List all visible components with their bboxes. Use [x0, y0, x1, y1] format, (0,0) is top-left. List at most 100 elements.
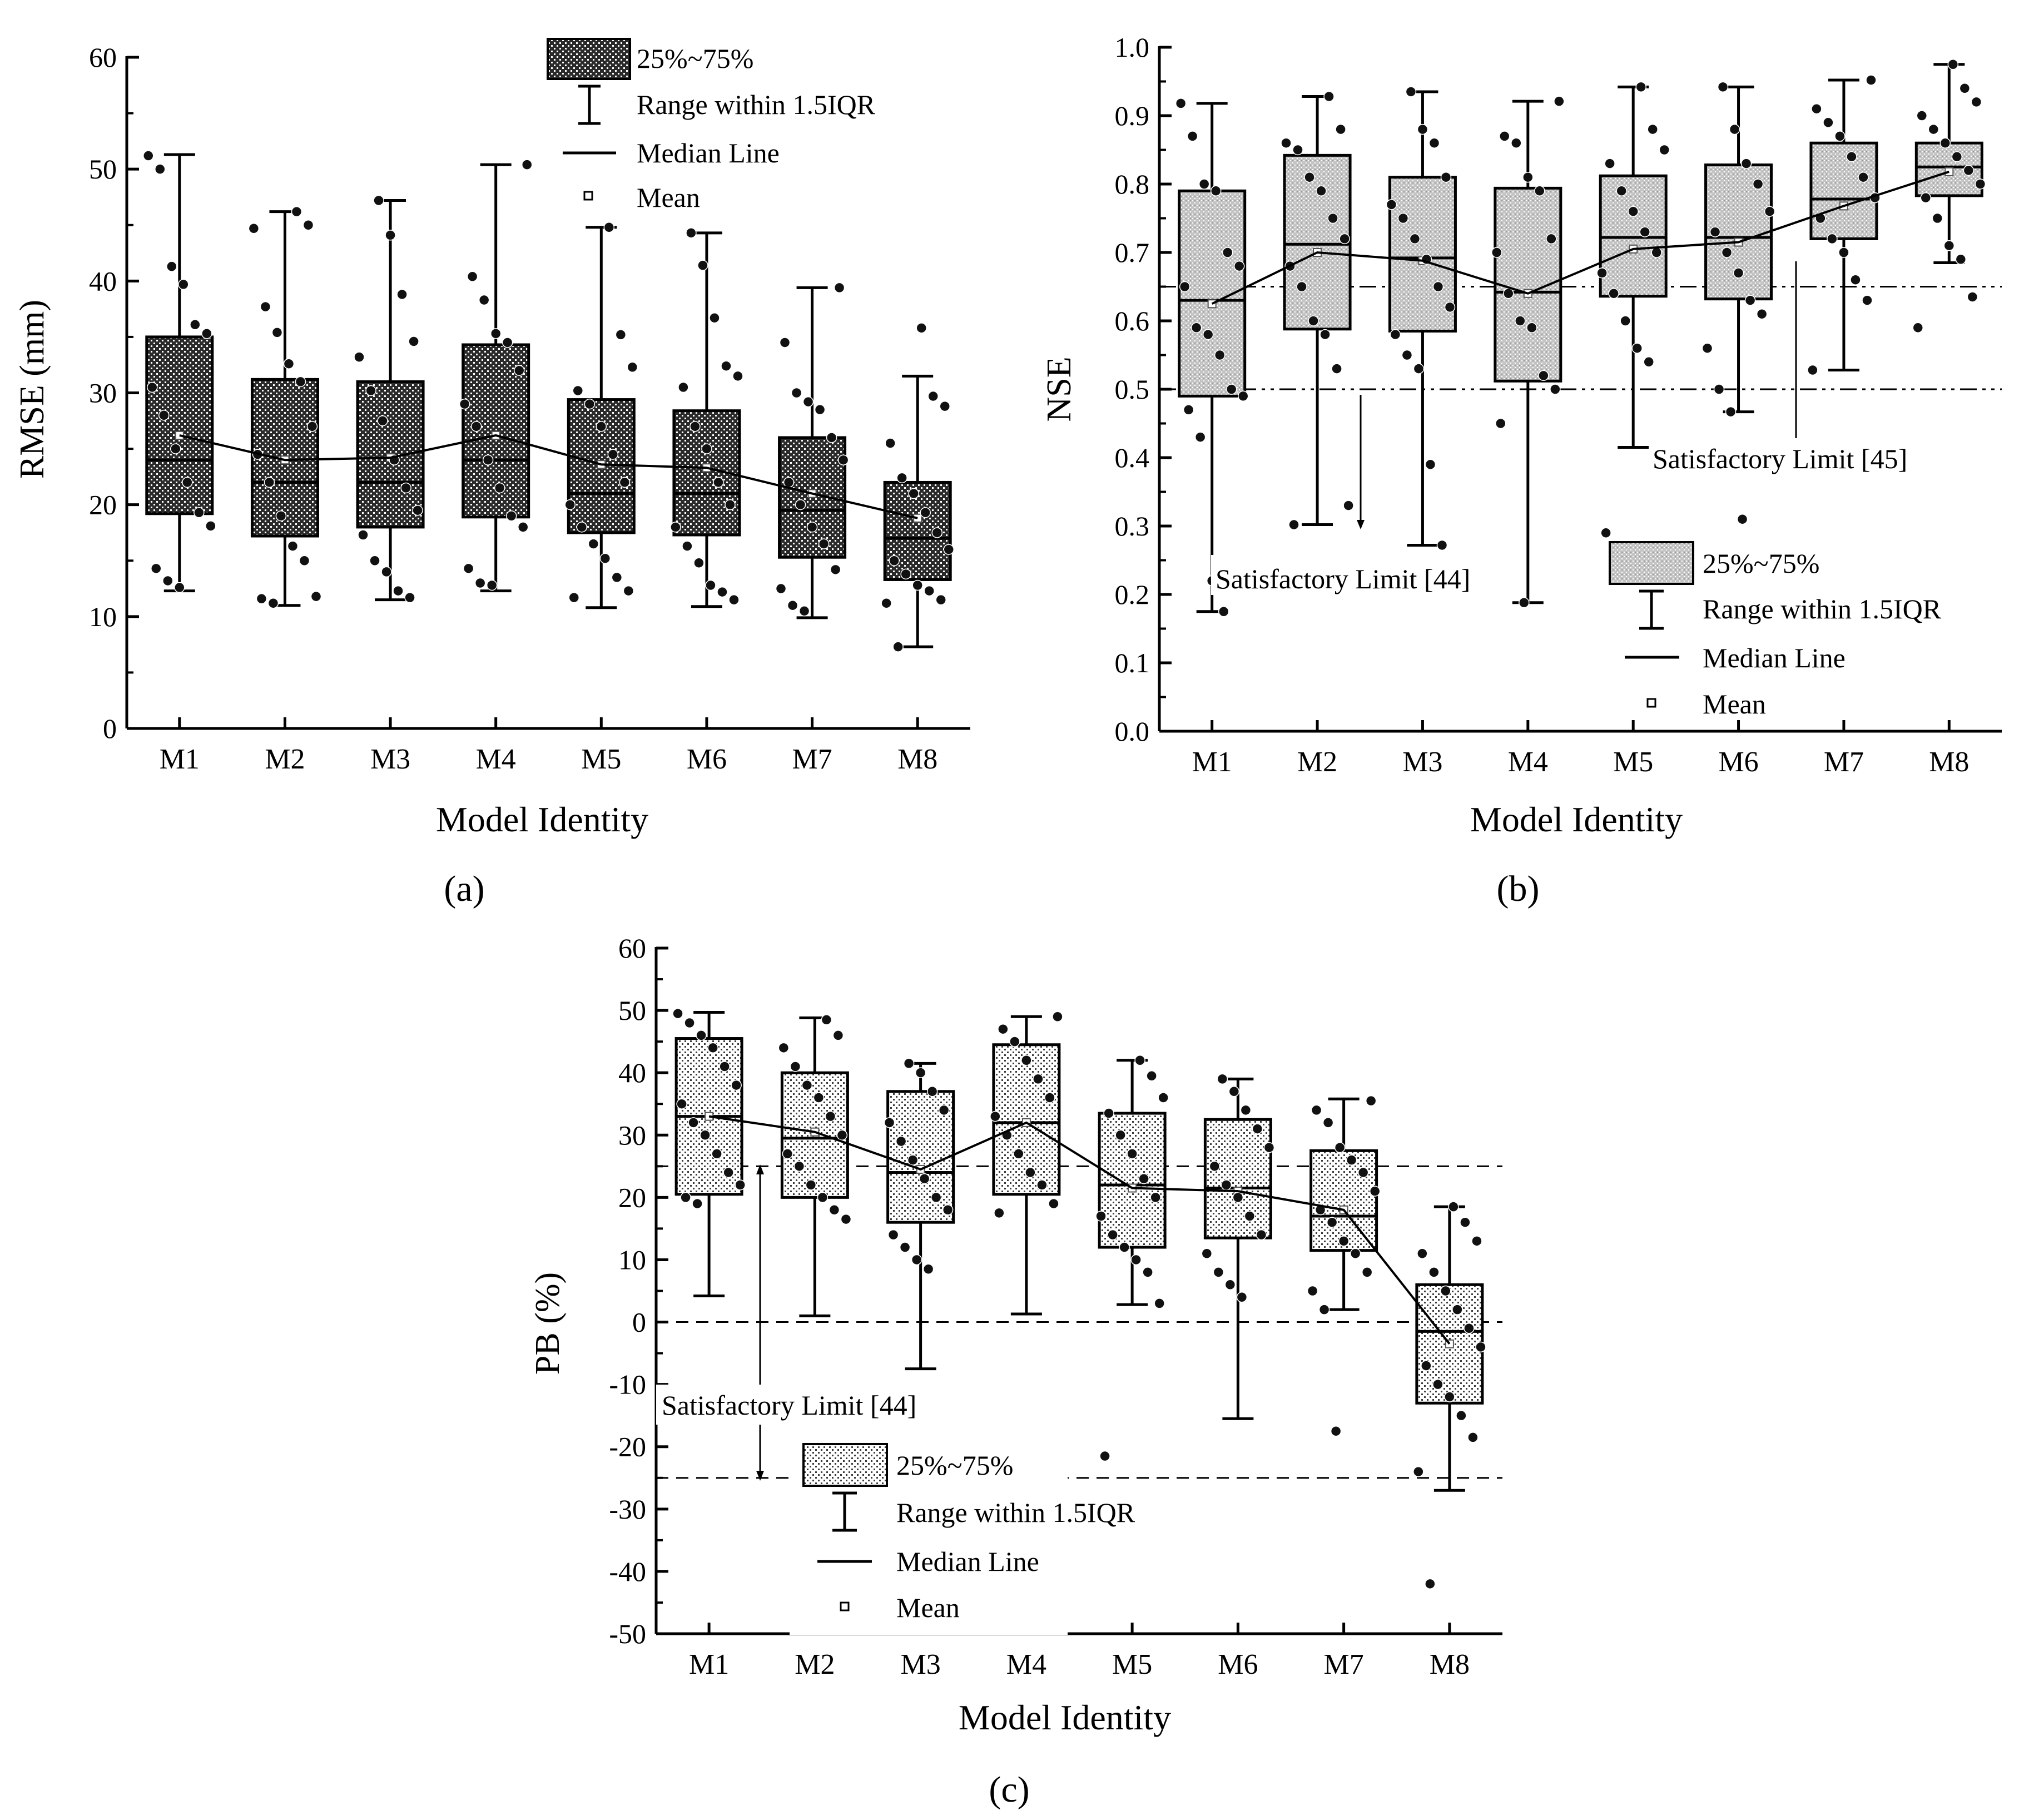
x-tick-label-c-M8: M8	[1430, 1649, 1470, 1680]
data-point-c-M5	[1150, 1192, 1161, 1203]
plot-area-b: 0.0 0.1 0.2 0.3 0.4 0.5 0.6 0.7 0.8 0.9 1.0 M1 M2 M3 M…	[1115, 32, 2002, 778]
data-point-a-M7	[779, 337, 791, 348]
y-axis-title-a: RMSE (mm)	[13, 300, 51, 479]
data-point-b-M7	[1858, 171, 1869, 183]
data-point-a-M4	[470, 421, 482, 432]
y-tick-label-c-9: 40	[618, 1057, 646, 1088]
data-point-c-M4	[998, 1023, 1009, 1035]
data-point-c-M5	[1146, 1070, 1157, 1082]
data-point-a-M5	[627, 361, 638, 373]
data-point-c-M2	[832, 1030, 844, 1041]
data-point-c-M2	[801, 1079, 813, 1091]
data-point-c-M3	[930, 1192, 942, 1203]
data-point-c-M3	[926, 1086, 938, 1097]
data-point-b-M5	[1620, 315, 1631, 326]
data-point-c-M3	[942, 1204, 954, 1216]
data-point-b-M3	[1413, 363, 1425, 374]
data-point-c-M4	[1048, 1198, 1059, 1209]
data-point-b-M5	[1659, 144, 1670, 156]
data-point-c-M2	[821, 1014, 832, 1025]
data-point-c-M8	[1413, 1466, 1424, 1477]
legend-b: 25%~75% Range within 1.5IQR Median Line …	[1609, 541, 1942, 720]
data-point-a-M2	[275, 510, 287, 522]
data-point-b-M6	[1713, 384, 1725, 395]
data-point-b-M3	[1436, 539, 1448, 551]
data-point-c-M3	[907, 1154, 919, 1166]
data-point-b-M2	[1339, 233, 1350, 245]
data-point-b-M8	[1971, 96, 1982, 108]
legend-box-swatch-a	[547, 38, 631, 80]
y-tick-label-a-5: 50	[89, 153, 117, 185]
y-tick-label-b-4: 0.4	[1115, 442, 1150, 473]
x-tick-label-c-M4: M4	[1006, 1649, 1046, 1680]
data-point-a-M1	[174, 582, 185, 593]
data-point-a-M1	[158, 409, 170, 421]
data-point-b-M2	[1335, 123, 1346, 135]
data-point-c-M5	[1134, 1055, 1145, 1066]
data-point-c-M5	[1138, 1173, 1149, 1184]
y-tick-label-c-4: -10	[609, 1369, 646, 1400]
data-point-a-M8	[935, 594, 946, 606]
data-point-b-M8	[1932, 212, 1943, 224]
data-point-c-M8	[1432, 1378, 1443, 1390]
data-point-a-M8	[885, 438, 896, 449]
data-point-c-M6	[1221, 1179, 1232, 1191]
data-point-b-M3	[1425, 459, 1436, 470]
data-point-c-M8	[1460, 1217, 1471, 1228]
data-point-c-M3	[899, 1242, 911, 1253]
data-point-a-M6	[682, 540, 693, 552]
data-point-b-M1	[1214, 349, 1226, 361]
data-point-a-M4	[513, 365, 525, 376]
y-tick-label-b-10: 1.0	[1115, 32, 1150, 63]
data-point-c-M8	[1440, 1285, 1451, 1297]
data-point-c-M1	[688, 1117, 699, 1128]
data-point-b-M4	[1511, 137, 1522, 148]
annotation-b-44-text: Satisfactory Limit [44]	[1216, 563, 1470, 594]
data-point-b-M4	[1503, 288, 1514, 299]
data-point-b-M3	[1409, 233, 1421, 245]
data-point-b-M4	[1495, 418, 1506, 429]
data-point-b-M4	[1522, 171, 1534, 183]
data-point-b-M4	[1534, 185, 1545, 197]
data-point-c-M2	[836, 1129, 848, 1141]
x-tick-label-b-M8: M8	[1929, 746, 1969, 778]
data-point-a-M2	[287, 540, 299, 552]
data-point-a-M7	[802, 396, 814, 408]
data-point-a-M6	[728, 594, 740, 606]
annotation-b-45: Satisfactory Limit [45]	[1649, 261, 1966, 478]
data-point-b-M6	[1756, 308, 1768, 320]
data-point-b-M2	[1343, 500, 1354, 511]
data-point-b-M8	[1943, 240, 1955, 251]
data-point-b-M7	[1811, 103, 1822, 115]
data-point-b-M1	[1187, 131, 1198, 142]
data-point-a-M2	[267, 597, 279, 609]
data-point-a-M5	[584, 398, 596, 410]
data-point-c-M7	[1346, 1154, 1357, 1166]
data-point-c-M6	[1224, 1279, 1236, 1291]
data-point-b-M4	[1546, 233, 1557, 245]
data-point-c-M1	[680, 1192, 691, 1203]
data-point-b-M3	[1432, 281, 1444, 292]
data-point-a-M2	[295, 376, 306, 388]
x-tick-label-a-M6: M6	[687, 743, 727, 775]
data-point-c-M5	[1154, 1298, 1165, 1309]
legend-box-label-b: 25%~75%	[1703, 548, 1819, 579]
x-tick-label-b-M1: M1	[1192, 746, 1232, 778]
data-point-c-M2	[817, 1192, 829, 1203]
data-point-b-M8	[1951, 151, 1963, 162]
data-point-c-M5	[1130, 1254, 1142, 1266]
y-axis-title-b: NSE	[1040, 356, 1078, 421]
data-point-a-M3	[412, 504, 423, 516]
legend-whisker-label-a: Range within 1.5IQR	[637, 89, 876, 120]
data-point-c-M4	[1052, 1011, 1063, 1023]
y-tick-label-b-0: 0.0	[1115, 716, 1150, 747]
y-tick-label-b-2: 0.2	[1115, 579, 1150, 610]
data-point-b-M2	[1281, 137, 1292, 148]
data-point-b-M2	[1296, 281, 1307, 292]
data-point-c-M4	[1025, 1167, 1036, 1178]
data-point-a-M5	[596, 421, 607, 432]
box-c-M5	[1098, 1112, 1167, 1249]
data-point-a-M7	[795, 499, 806, 510]
data-point-c-M2	[805, 1179, 817, 1191]
data-point-c-M7	[1322, 1117, 1334, 1128]
